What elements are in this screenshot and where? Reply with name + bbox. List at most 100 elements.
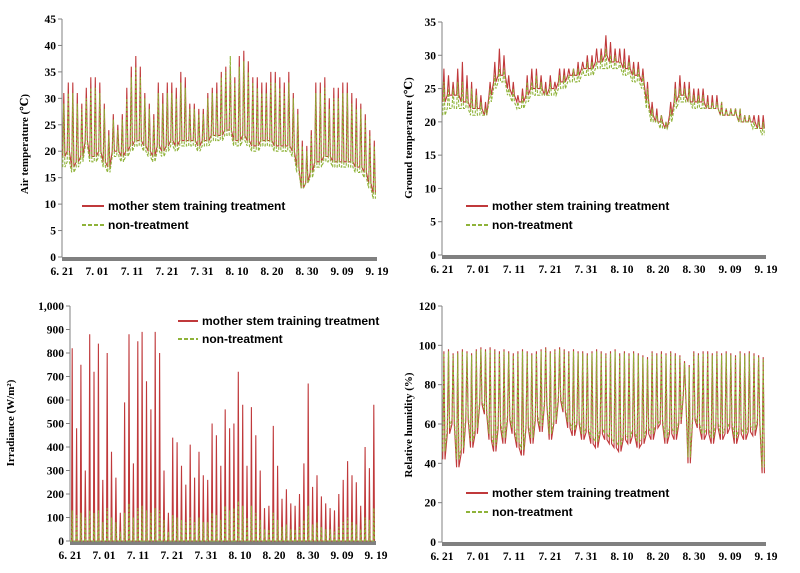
legend-label-treatment: mother stem training treatment: [108, 199, 285, 213]
x-tick-label: 8. 20: [647, 551, 670, 563]
y-tick-label: 20: [425, 498, 437, 510]
series-line-non-treatment: [70, 501, 376, 542]
x-tick-label: 8. 30: [683, 264, 706, 276]
y-ticks: 0 20 40 60 80 100 120 6. 21 7. 01 7. 11 7. 21 7. 31…: [419, 301, 778, 563]
x-tick-label: 7. 01: [467, 264, 490, 276]
panel-relative-humidity: Relative humidity (%) 0 20 40 60 80 100 120 6. …: [403, 301, 778, 563]
legend-label-treatment: mother stem training treatment: [492, 486, 669, 500]
x-tick-label: 9. 19: [366, 266, 389, 278]
x-tick-label: 8. 20: [647, 264, 670, 276]
y-tick-label: 5: [50, 226, 56, 238]
y-tick-label: 40: [425, 458, 437, 470]
x-tick-label: 7. 11: [121, 266, 144, 278]
x-tick-label: 8. 20: [263, 550, 286, 562]
x-axis-line: [442, 542, 766, 546]
panel-ground-temperature: Ground temperature (℃) 0 5 10 15 20 25 30 35 6. …: [403, 17, 778, 276]
y-tick-label: 400: [47, 442, 65, 454]
x-axis-line: [442, 255, 766, 259]
y-ticks: 0 100 200 300 400 500 600 700 800 900 1,000 6. 21 7.…: [38, 301, 388, 562]
x-tick-label: 8. 10: [611, 264, 634, 276]
x-tick-label: 7. 11: [127, 550, 150, 562]
y-ticks: 0 5 10 15 20 25 30 35 40 45 6. 21 7. 01 7. 11 7. 21 7.…: [45, 14, 389, 278]
legend: mother stem training treatment non-treat…: [178, 314, 379, 346]
y-tick-label: 600: [47, 395, 65, 407]
x-tick-label: 7. 21: [156, 266, 179, 278]
legend-label-non-treatment: non-treatment: [492, 505, 573, 519]
y-tick-label: 300: [47, 466, 65, 478]
x-tick-label: 7. 01: [93, 550, 116, 562]
y-axis-label: Irradiance (W/m²): [5, 379, 17, 466]
y-tick-label: 15: [45, 173, 57, 185]
x-tick-label: 9. 09: [331, 550, 354, 562]
y-tick-label: 100: [419, 340, 437, 352]
y-tick-label: 25: [425, 84, 437, 96]
legend-label-treatment: mother stem training treatment: [202, 314, 379, 328]
y-tick-label: 35: [425, 17, 437, 29]
x-tick-label: 7. 21: [539, 264, 562, 276]
x-tick-label: 7. 31: [195, 550, 218, 562]
x-tick-label: 7. 21: [539, 551, 562, 563]
x-axis-line: [62, 257, 377, 261]
y-tick-label: 40: [45, 40, 57, 52]
y-axis-label: Relative humidity (%): [403, 372, 415, 477]
y-tick-label: 45: [45, 14, 57, 26]
y-tick-label: 0: [50, 252, 56, 264]
y-tick-label: 10: [425, 183, 437, 195]
series-line-treatment: [62, 50, 376, 194]
x-tick-label: 7. 01: [86, 266, 109, 278]
x-tick-label: 8. 30: [683, 551, 706, 563]
y-tick-label: 35: [45, 67, 57, 79]
x-tick-label: 6. 21: [431, 264, 454, 276]
y-tick-label: 10: [45, 199, 57, 211]
y-tick-label: 5: [430, 217, 436, 229]
x-tick-label: 9. 19: [365, 550, 388, 562]
x-tick-label: 9. 09: [719, 551, 742, 563]
y-tick-label: 900: [47, 325, 65, 337]
x-axis-line: [70, 541, 376, 545]
y-tick-label: 60: [425, 419, 437, 431]
x-tick-label: 8. 10: [229, 550, 252, 562]
y-axis-label: Air temperature (℃): [19, 94, 31, 194]
series-line-treatment: [442, 35, 765, 130]
x-tick-label: 7. 01: [467, 551, 490, 563]
x-tick-label: 7. 11: [503, 264, 526, 276]
x-tick-label: 8. 10: [611, 551, 634, 563]
x-tick-label: 6. 21: [51, 266, 74, 278]
panel-irradiance: Irradiance (W/m²) 0 100 200 300 400 500 600 700…: [5, 301, 388, 562]
legend: mother stem training treatment non-treat…: [466, 199, 669, 232]
x-tick-label: 6. 21: [431, 551, 454, 563]
x-tick-label: 8. 20: [261, 266, 284, 278]
legend-label-non-treatment: non-treatment: [202, 332, 283, 346]
series-line-non-treatment: [62, 55, 376, 199]
legend: mother stem training treatment non-treat…: [466, 486, 669, 519]
x-tick-label: 7. 31: [191, 266, 214, 278]
x-tick-label: 7. 31: [575, 264, 598, 276]
x-tick-label: 7. 21: [161, 550, 184, 562]
legend-label-non-treatment: non-treatment: [108, 218, 189, 232]
y-tick-label: 30: [45, 93, 57, 105]
x-tick-label: 9. 19: [755, 551, 778, 563]
panel-air-temperature: Air temperature (℃) 0 5 10 15 20 25 30 35 40 45 6.…: [19, 14, 389, 278]
x-tick-label: 8. 10: [226, 266, 249, 278]
legend-label-non-treatment: non-treatment: [492, 218, 573, 232]
x-tick-label: 8. 30: [297, 550, 320, 562]
y-tick-label: 200: [47, 489, 65, 501]
y-tick-label: 800: [47, 348, 65, 360]
series-line-non-treatment: [442, 48, 765, 136]
y-tick-label: 1,000: [38, 301, 64, 313]
x-tick-label: 7. 31: [575, 551, 598, 563]
y-tick-label: 30: [425, 50, 437, 62]
series-line-treatment: [70, 331, 376, 542]
plot-area: [442, 35, 765, 136]
x-tick-label: 6. 21: [59, 550, 82, 562]
legend: mother stem training treatment non-treat…: [82, 199, 285, 232]
y-tick-label: 25: [45, 120, 57, 132]
plot-area: [70, 331, 376, 542]
x-tick-label: 7. 11: [503, 551, 526, 563]
x-tick-label: 8. 30: [296, 266, 319, 278]
y-ticks: 0 5 10 15 20 25 30 35 6. 21 7. 01 7. 11 7. 21 7. 31 8…: [425, 17, 778, 276]
y-tick-label: 0: [430, 250, 436, 262]
x-tick-label: 9. 09: [331, 266, 354, 278]
y-tick-label: 100: [47, 513, 65, 525]
